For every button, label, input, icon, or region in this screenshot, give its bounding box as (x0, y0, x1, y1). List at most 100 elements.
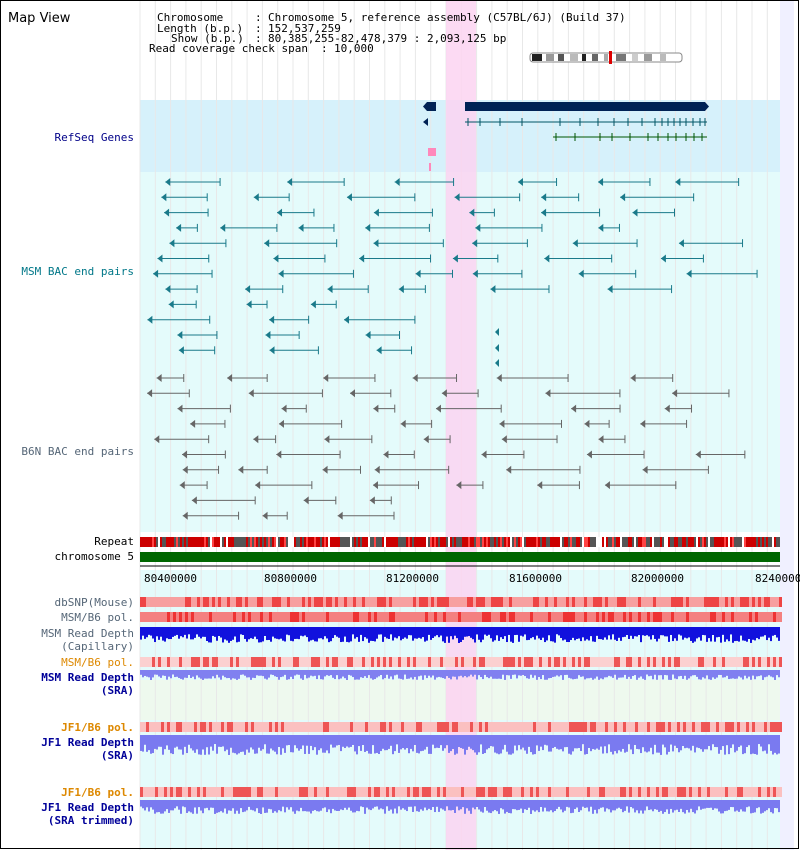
heat-cell (230, 722, 233, 732)
repeat-segment (290, 537, 292, 547)
heat-cell (686, 612, 689, 622)
bac-end-marker (322, 465, 328, 474)
depth-bar (542, 800, 544, 812)
depth-bar (208, 627, 210, 643)
repeat-segment (492, 537, 494, 547)
selected-region-highlight[interactable] (446, 0, 476, 850)
jf1-depth-sra-track[interactable] (140, 735, 780, 755)
depth-bar (268, 735, 270, 754)
heat-cell (152, 597, 155, 607)
bac-end-marker (176, 223, 182, 232)
heat-cell (584, 612, 587, 622)
repeat-segment (226, 537, 228, 547)
depth-bar (536, 670, 538, 680)
msm-depth-sra-track[interactable] (140, 670, 780, 680)
depth-bar (224, 670, 226, 678)
depth-bar (542, 627, 544, 638)
depth-bar (358, 735, 360, 747)
bac-end-marker (248, 389, 254, 398)
depth-bar (772, 670, 774, 678)
heat-cell (287, 612, 290, 622)
heat-cell (398, 787, 401, 797)
heat-cell (386, 657, 389, 667)
b6n-bac-end-pairs[interactable] (147, 374, 746, 520)
depth-bar (292, 670, 294, 680)
depth-bar (482, 735, 484, 754)
repeat-segment (548, 537, 550, 547)
depth-bar (412, 670, 414, 680)
refseq-feature[interactable] (428, 148, 436, 156)
depth-bar (514, 627, 516, 636)
jf1-depth-trimmed-track[interactable] (140, 800, 780, 814)
repeat-segment (538, 537, 540, 547)
repeat-segment (768, 537, 770, 547)
heat-cell (203, 787, 206, 797)
depth-bar (770, 627, 772, 642)
repeat-track[interactable] (140, 537, 780, 547)
depth-bar (554, 800, 556, 812)
heat-cell (605, 787, 608, 797)
repeat-segment (654, 537, 656, 547)
msm-bac-end-pairs[interactable] (147, 178, 758, 367)
bac-end-marker (369, 496, 375, 505)
heat-cell (221, 597, 224, 607)
depth-bar (414, 670, 416, 677)
repeat-segment (370, 537, 372, 547)
bac-end-marker (264, 239, 270, 248)
jf1-b6-pol-track-1[interactable] (140, 722, 782, 732)
depth-bar (432, 735, 434, 745)
heat-cell (596, 787, 599, 797)
depth-bar (636, 627, 638, 637)
coverage-value: 10,000 (334, 42, 374, 55)
depth-bar (708, 735, 710, 747)
heat-cell (629, 597, 632, 607)
repeat-segment (276, 537, 278, 547)
msm-depth-capillary-track[interactable] (140, 627, 780, 643)
heat-cell (377, 787, 380, 797)
heat-cell (212, 722, 215, 732)
refseq-feature[interactable] (429, 163, 431, 171)
repeat-segment (190, 537, 192, 547)
depth-bar (364, 670, 366, 677)
heat-cell (305, 722, 308, 732)
depth-bar (452, 735, 454, 750)
heat-cell (158, 657, 161, 667)
depth-bar (462, 800, 464, 808)
heat-cell (716, 597, 719, 607)
heat-cell (338, 787, 341, 797)
depth-bar (512, 670, 514, 675)
depth-bar (484, 735, 486, 754)
jf1-b6-pol-track-2[interactable] (140, 787, 782, 797)
depth-bar (312, 735, 314, 751)
heat-cell (656, 597, 659, 607)
depth-bar (626, 735, 628, 752)
refseq-gene-track[interactable] (423, 102, 709, 171)
refseq-gene-block[interactable] (427, 102, 436, 111)
depth-bar (678, 670, 680, 677)
repeat-segment (604, 537, 606, 547)
chromosome-ideogram[interactable] (529, 51, 683, 64)
depth-bar (758, 800, 760, 808)
heat-cell (710, 787, 713, 797)
depth-bar (662, 735, 664, 745)
depth-bar (544, 735, 546, 745)
msm-b6-pol-track-2[interactable] (140, 657, 782, 667)
depth-bar (518, 735, 520, 746)
depth-bar (308, 735, 310, 754)
heat-cell (371, 612, 374, 622)
depth-bar (368, 627, 370, 643)
heat-cell (185, 597, 188, 607)
heat-cell (401, 722, 404, 732)
dbsnp-track[interactable] (140, 597, 782, 607)
depth-bar (494, 735, 496, 753)
heat-cell (404, 612, 407, 622)
depth-bar (322, 735, 324, 753)
heat-cell (257, 787, 260, 797)
heat-cell (683, 787, 686, 797)
repeat-segment (476, 537, 478, 547)
msm-b6-pol-track-1[interactable] (140, 612, 782, 622)
depth-bar (184, 735, 186, 747)
depth-bar (528, 670, 530, 679)
depth-bar (438, 800, 440, 812)
refseq-gene-block[interactable] (465, 102, 705, 111)
